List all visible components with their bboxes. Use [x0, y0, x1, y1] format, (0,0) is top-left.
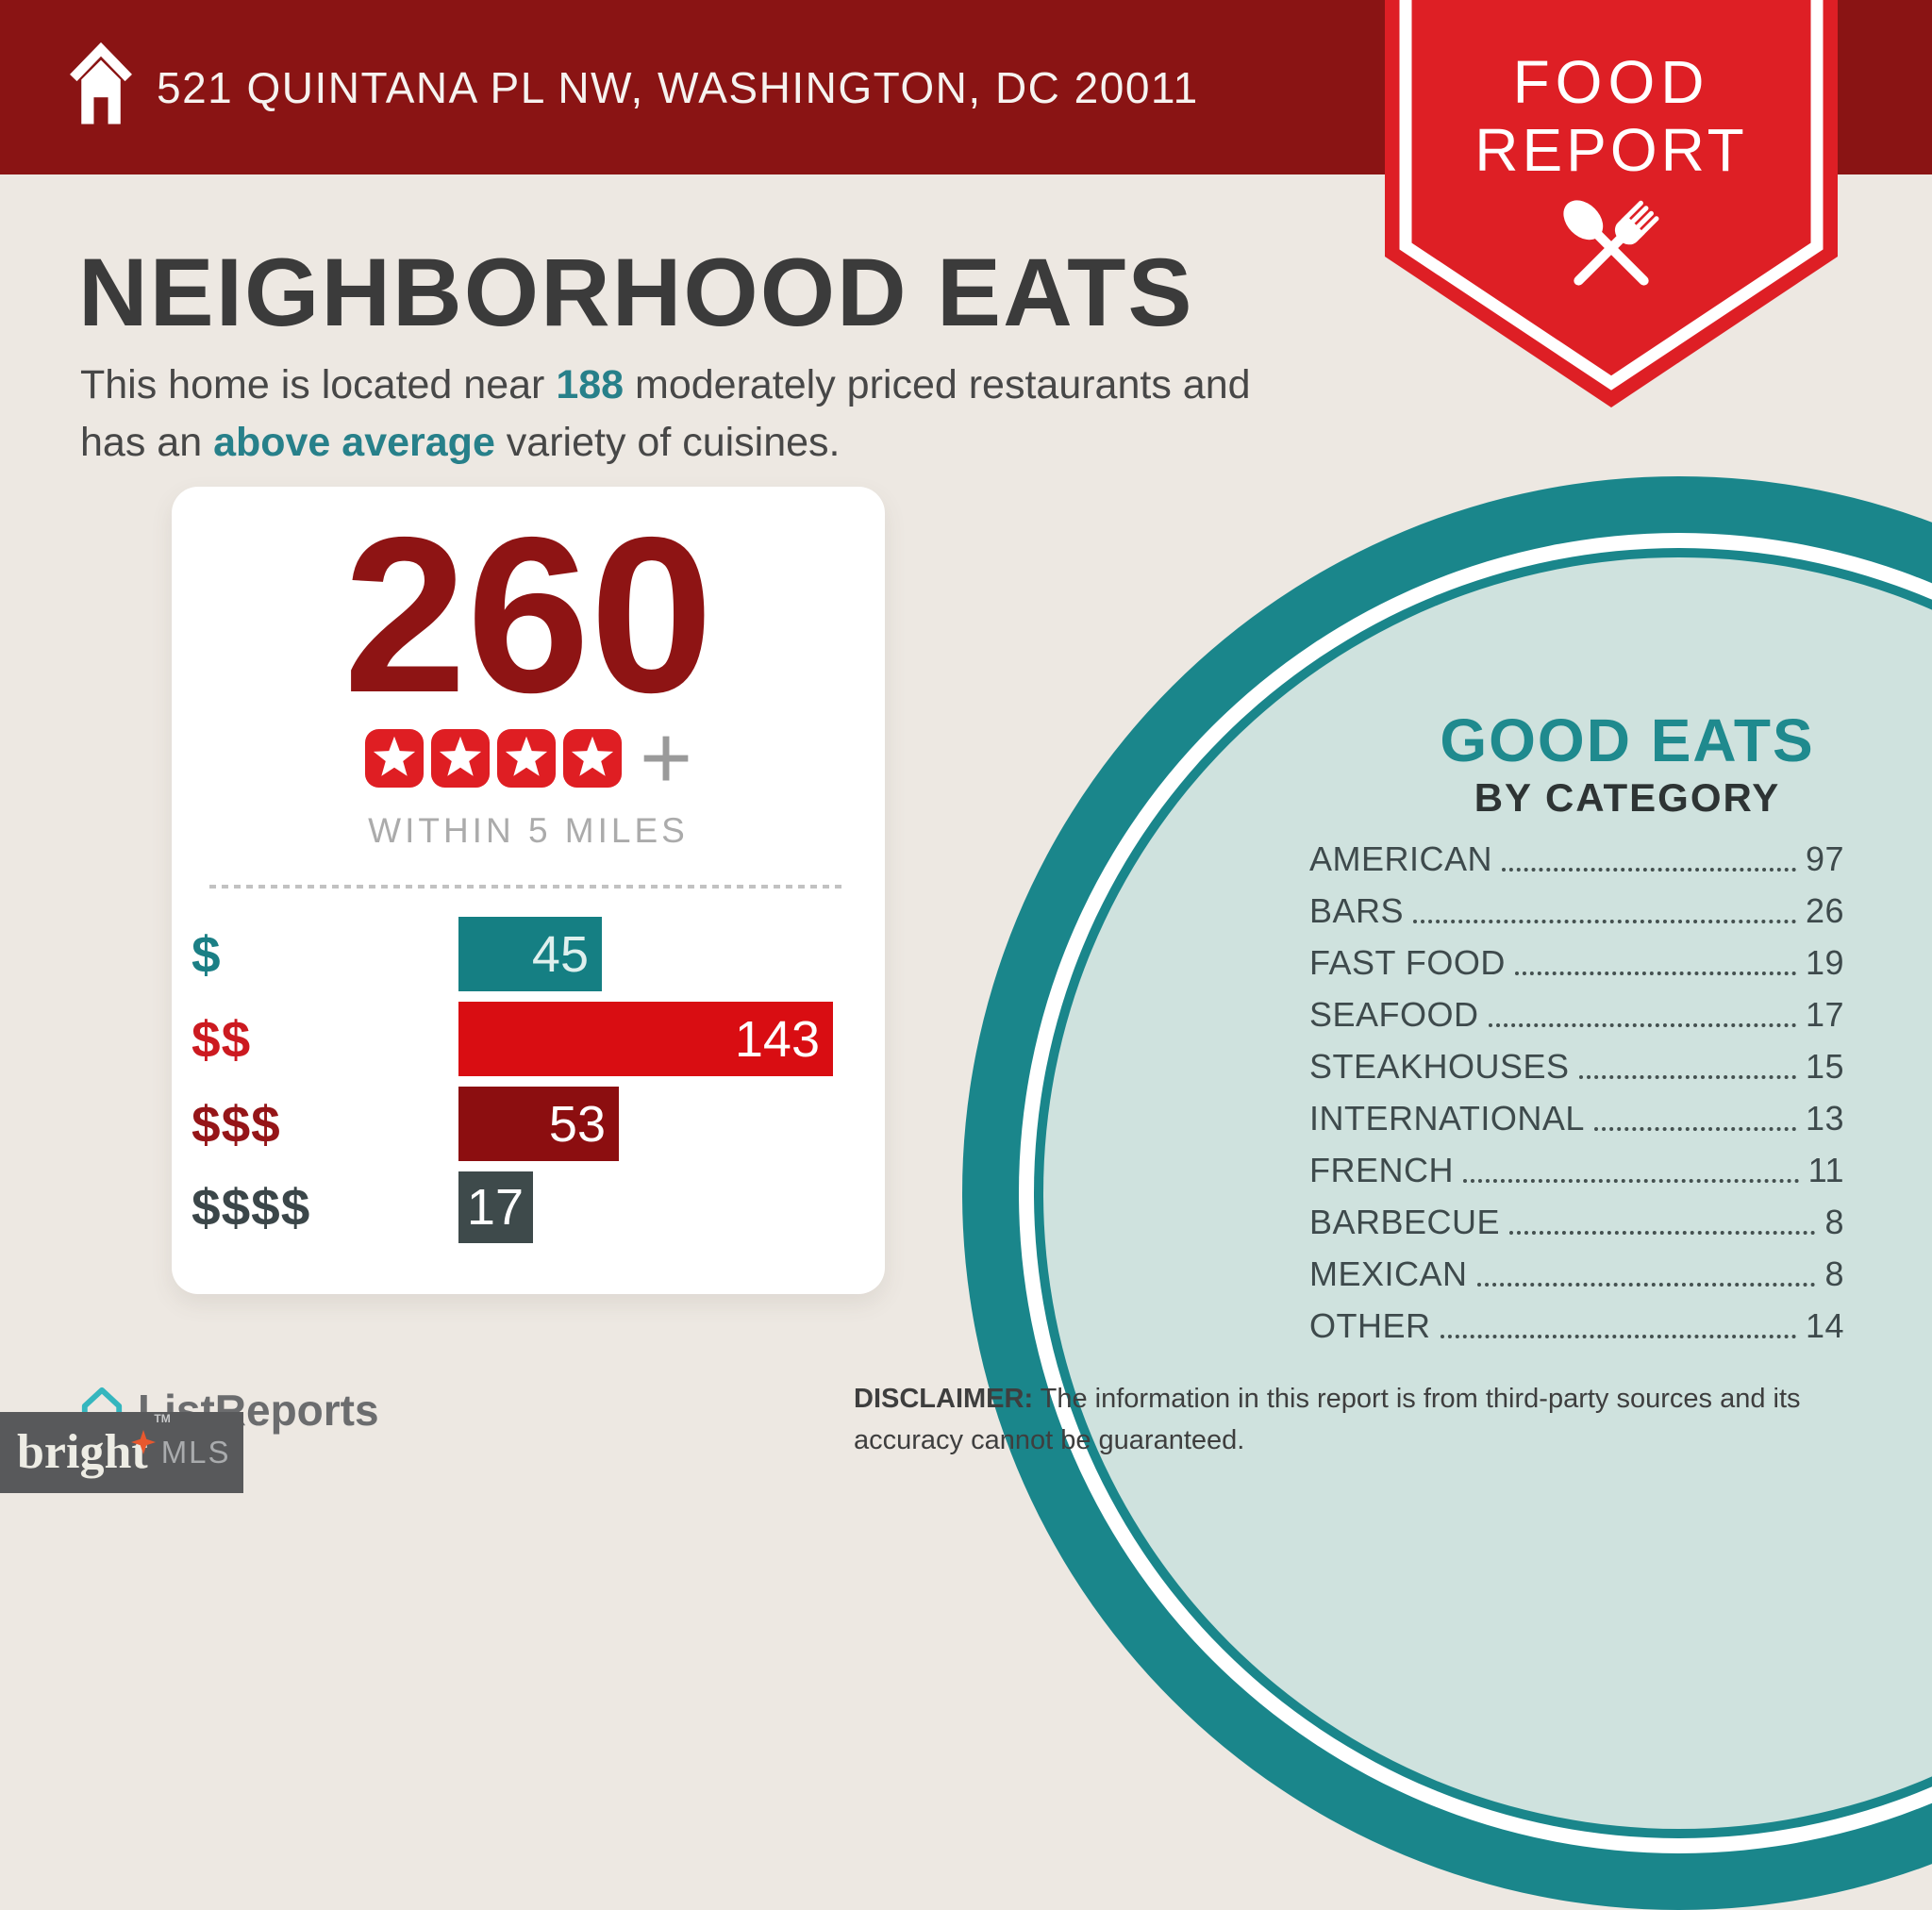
price-bar: 53: [458, 1087, 619, 1161]
price-level-label: $$$$: [192, 1178, 311, 1237]
property-address: 521 QUINTANA PL NW, WASHINGTON, DC 20011: [157, 62, 1199, 112]
dot-leader: [1476, 1283, 1816, 1287]
bright-label: bright TM: [17, 1413, 171, 1479]
price-bar: 17: [458, 1171, 533, 1243]
price-bar-row: $$ 143: [192, 1002, 866, 1076]
category-value: 8: [1824, 1203, 1844, 1242]
category-label: MEXICAN: [1309, 1254, 1468, 1294]
category-value: 11: [1807, 1151, 1844, 1190]
plus-icon: +: [639, 707, 693, 809]
mls-label: MLS: [160, 1435, 231, 1470]
restaurant-count: 188: [556, 362, 625, 407]
bright-text: bright: [17, 1425, 148, 1479]
good-eats-title: GOOD EATS: [1440, 706, 1815, 774]
dashed-divider: [209, 885, 847, 889]
star-rating: +: [172, 707, 885, 809]
category-label: FRENCH: [1309, 1151, 1454, 1190]
price-level-label: $: [192, 924, 222, 984]
list-item: FRENCH 11: [1309, 1138, 1844, 1189]
bright-mls-logo: bright TM MLS: [0, 1412, 243, 1493]
price-level-label: $$: [192, 1009, 252, 1069]
variety-highlight: above average: [213, 420, 495, 466]
home-icon: [70, 42, 132, 133]
restaurant-summary-card: 260 + WITHIN 5 MILES $ 45 $$ 143 $$$ 53: [172, 487, 885, 1294]
price-bar-value: 17: [466, 1179, 524, 1236]
ribbon-title-line1: FOOD: [1512, 48, 1710, 116]
list-item: SEAFOOD 17: [1309, 982, 1844, 1034]
dot-leader: [1578, 1075, 1796, 1079]
category-label: BARBECUE: [1309, 1203, 1501, 1242]
category-label: OTHER: [1309, 1306, 1431, 1346]
dot-leader: [1413, 920, 1796, 923]
category-value: 8: [1824, 1254, 1844, 1294]
price-level-chart: $ 45 $$ 143 $$$ 53 $$$$ 17: [192, 917, 866, 1254]
category-value: 97: [1805, 839, 1844, 879]
subtitle-text: This home is located near: [80, 362, 557, 407]
good-eats-list: AMERICAN 97 BARS 26 FAST FOOD 19 SEAFOOD 17 …: [1309, 826, 1844, 1345]
page-title: NEIGHBORHOOD EATS: [78, 239, 1194, 346]
category-value: 26: [1805, 891, 1844, 931]
price-bar-value: 45: [531, 925, 589, 983]
price-level-label: $$$: [192, 1094, 281, 1154]
subtitle-text: has an: [80, 420, 214, 466]
list-item: MEXICAN 8: [1309, 1241, 1844, 1293]
star-icon: [562, 728, 622, 789]
disclaimer: DISCLAIMER: The information in this repo…: [854, 1379, 1801, 1461]
disclaimer-label: DISCLAIMER:: [854, 1384, 1034, 1414]
list-item: BARBECUE 8: [1309, 1189, 1844, 1241]
dot-leader: [1488, 1023, 1796, 1027]
spoon-fork-icon: [1541, 177, 1682, 324]
food-report-ribbon: FOOD REPORT: [1385, 0, 1838, 410]
disclaimer-line2: accuracy cannot be guaranteed.: [854, 1424, 1245, 1455]
dot-leader: [1502, 868, 1796, 872]
price-bar-row: $ 45: [192, 917, 866, 991]
dot-leader: [1509, 1231, 1816, 1235]
radius-label: WITHIN 5 MILES: [368, 811, 689, 850]
trademark-symbol: TM: [154, 1412, 171, 1425]
price-bar: 143: [458, 1002, 833, 1076]
dot-leader: [1440, 1335, 1796, 1338]
category-value: 19: [1805, 943, 1844, 983]
list-item: INTERNATIONAL 13: [1309, 1086, 1844, 1138]
category-label: INTERNATIONAL: [1309, 1099, 1585, 1138]
dot-leader: [1514, 972, 1796, 975]
category-label: STEAKHOUSES: [1309, 1047, 1570, 1087]
ribbon-title-line2: REPORT: [1474, 116, 1748, 184]
list-item: STEAKHOUSES 15: [1309, 1034, 1844, 1086]
good-eats-subtitle: BY CATEGORY: [1474, 775, 1781, 820]
list-item: AMERICAN 97: [1309, 826, 1844, 878]
subtitle-text: moderately priced restaurants and: [624, 362, 1251, 407]
bright-star-icon: [130, 1415, 156, 1464]
dot-leader: [1463, 1179, 1799, 1183]
category-value: 17: [1805, 995, 1844, 1035]
price-bar-value: 53: [548, 1095, 606, 1153]
category-value: 14: [1805, 1306, 1844, 1346]
list-item: FAST FOOD 19: [1309, 930, 1844, 982]
price-bar-row: $$$$ 17: [192, 1171, 866, 1243]
category-label: AMERICAN: [1309, 839, 1493, 879]
list-item: OTHER 14: [1309, 1293, 1844, 1345]
total-restaurants: 260: [342, 490, 714, 739]
price-bar-row: $$$ 53: [192, 1087, 866, 1161]
category-value: 15: [1805, 1047, 1844, 1087]
category-value: 13: [1805, 1099, 1844, 1138]
ribbon-shape: [1385, 0, 1838, 407]
dot-leader: [1593, 1127, 1796, 1131]
star-icon: [496, 728, 556, 789]
price-bar: 45: [458, 917, 602, 991]
list-item: BARS 26: [1309, 878, 1844, 930]
star-icon: [364, 728, 424, 789]
price-bar-value: 143: [734, 1010, 820, 1068]
subtitle-text: variety of cuisines.: [494, 420, 841, 466]
star-icon: [430, 728, 490, 789]
disclaimer-line1: The information in this report is from t…: [1033, 1384, 1801, 1414]
category-label: FAST FOOD: [1309, 943, 1506, 983]
category-label: SEAFOOD: [1309, 995, 1479, 1035]
page-subtitle: This home is located near 188 moderately…: [80, 357, 1420, 472]
category-label: BARS: [1309, 891, 1405, 931]
